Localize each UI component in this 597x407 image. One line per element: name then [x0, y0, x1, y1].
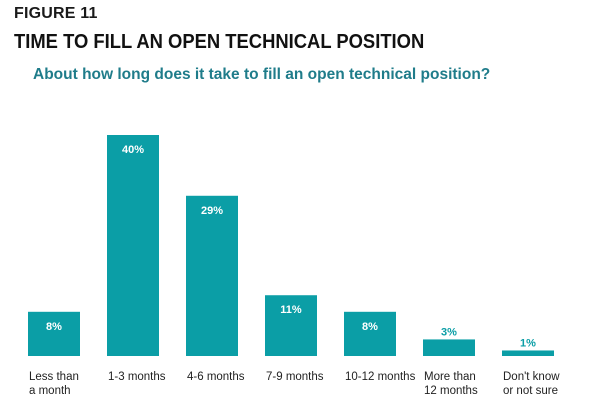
category-label: 7-9 months [266, 371, 324, 383]
bar-2 [186, 195, 238, 356]
category-label: Less than a month [29, 371, 79, 397]
bar-3 [265, 295, 317, 356]
bar-value-label: 11% [280, 304, 302, 316]
category-label: Don't know or not sure [503, 371, 560, 397]
bar-4 [344, 311, 396, 356]
bar-0 [28, 311, 80, 356]
category-label: 1-3 months [108, 371, 166, 383]
bar-value-label: 8% [362, 321, 378, 333]
category-label: More than 12 months [424, 371, 478, 397]
bar-value-label: 1% [520, 337, 536, 349]
figure-label: FIGURE 11 [14, 5, 98, 22]
category-label: 10-12 months [345, 371, 416, 383]
chart-subtitle: About how long does it take to fill an o… [33, 66, 491, 83]
chart-title: TIME TO FILL AN OPEN TECHNICAL POSITION [14, 31, 425, 53]
bar-value-label: 8% [46, 321, 62, 333]
bar-value-label: 3% [441, 326, 457, 338]
bar-1 [107, 135, 159, 356]
bar-6 [502, 350, 554, 356]
bar-value-label: 40% [122, 144, 144, 156]
bar-5 [423, 339, 475, 356]
category-label: 4-6 months [187, 371, 245, 383]
bar-value-label: 29% [201, 205, 223, 217]
bar-chart: 8% Less than a month 40% 1-3 months 29% 4-6 mo… [28, 135, 560, 397]
